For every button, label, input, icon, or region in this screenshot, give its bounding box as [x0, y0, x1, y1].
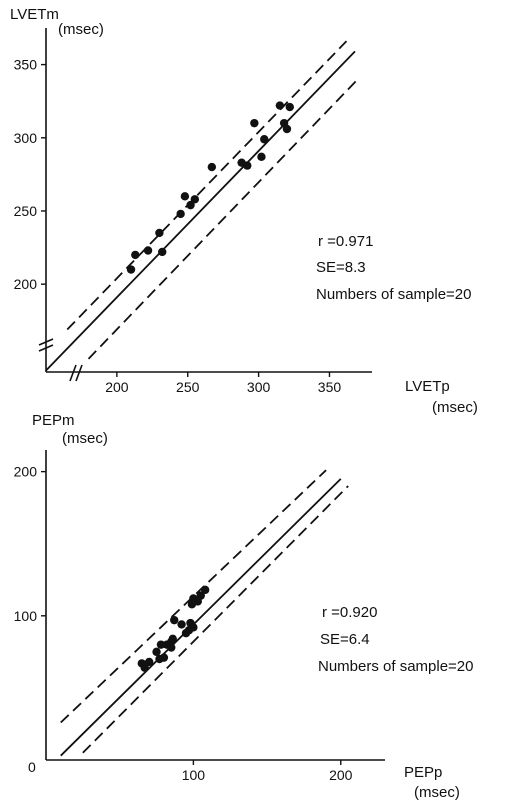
- pep-se-value: SE=6.4: [320, 631, 370, 648]
- pep-y-tick-label-1: 200: [14, 464, 38, 480]
- pep-points: [138, 586, 210, 672]
- lvet-x-tick-label-3: 350: [318, 379, 342, 395]
- pep-data-point: [170, 616, 178, 624]
- lvet-x-label: LVETp: [405, 378, 450, 395]
- lvet-x-unit: (msec): [432, 399, 478, 416]
- pep-data-point: [152, 648, 160, 656]
- lvet-data-point: [127, 265, 135, 273]
- pep-x-label: PEPp: [404, 764, 442, 781]
- lvet-data-point: [144, 246, 152, 254]
- pep-data-point: [145, 658, 153, 666]
- pep-y-label: PEPm: [32, 412, 75, 429]
- pep-chart: PEPm (msec) PEPp (msec) 0 100 200 100 200 r…: [14, 412, 474, 800]
- lvet-data-point: [181, 192, 189, 200]
- lvet-r-value: r =0.971: [318, 233, 373, 250]
- pep-data-point: [201, 586, 209, 594]
- lvet-data-point: [176, 210, 184, 218]
- lvet-upper-bound-line: [67, 41, 346, 329]
- lvet-data-point: [243, 161, 251, 169]
- pep-lines: [61, 470, 348, 755]
- pep-data-point: [177, 620, 185, 628]
- pep-lower-bound-line: [83, 486, 348, 753]
- lvet-se-value: SE=8.3: [316, 259, 366, 276]
- lvet-y-tick-label-1: 250: [14, 203, 38, 219]
- lvet-data-point: [158, 248, 166, 256]
- lvet-data-point: [260, 135, 268, 143]
- pep-x-tick-label-1: 200: [329, 767, 353, 783]
- lvet-y-unit: (msec): [58, 21, 104, 38]
- lvet-x-tick-label-0: 200: [105, 379, 129, 395]
- lvet-lower-bound-line: [89, 79, 358, 359]
- pep-y-tick-label-0: 100: [14, 608, 38, 624]
- pep-x-unit: (msec): [414, 784, 460, 800]
- pep-x-tick-label-0: 100: [182, 767, 206, 783]
- lvet-data-point: [250, 119, 258, 127]
- lvet-data-point: [257, 153, 265, 161]
- pep-data-point: [167, 643, 175, 651]
- lvet-lines: [46, 41, 358, 370]
- lvet-y-tick-label-3: 350: [14, 57, 38, 73]
- lvet-y-label: LVETm: [10, 6, 59, 23]
- lvet-data-point: [131, 251, 139, 259]
- lvet-regression-line: [46, 51, 355, 370]
- pep-data-point: [189, 623, 197, 631]
- lvet-y-tick-label-2: 300: [14, 130, 38, 146]
- pep-r-value: r =0.920: [322, 604, 377, 621]
- lvet-data-point: [208, 163, 216, 171]
- lvet-points: [127, 101, 294, 273]
- pep-sample-count: Numbers of sample=20: [318, 658, 474, 675]
- lvet-y-tick-label-0: 200: [14, 276, 38, 292]
- lvet-data-point: [191, 195, 199, 203]
- lvet-data-point: [155, 229, 163, 237]
- pep-origin-label: 0: [28, 759, 36, 775]
- pep-regression-line: [61, 479, 341, 756]
- pep-data-point: [169, 635, 177, 643]
- lvet-chart: LVETm (msec) LVETp (msec) 200 250 300 350 20…: [10, 6, 478, 416]
- pep-data-point: [160, 653, 168, 661]
- pep-y-unit: (msec): [62, 430, 108, 447]
- lvet-x-tick-label-2: 300: [247, 379, 271, 395]
- lvet-x-tick-label-1: 250: [176, 379, 200, 395]
- lvet-data-point: [286, 103, 294, 111]
- lvet-sample-count: Numbers of sample=20: [316, 286, 472, 303]
- lvet-data-point: [283, 125, 291, 133]
- lvet-data-point: [276, 101, 284, 109]
